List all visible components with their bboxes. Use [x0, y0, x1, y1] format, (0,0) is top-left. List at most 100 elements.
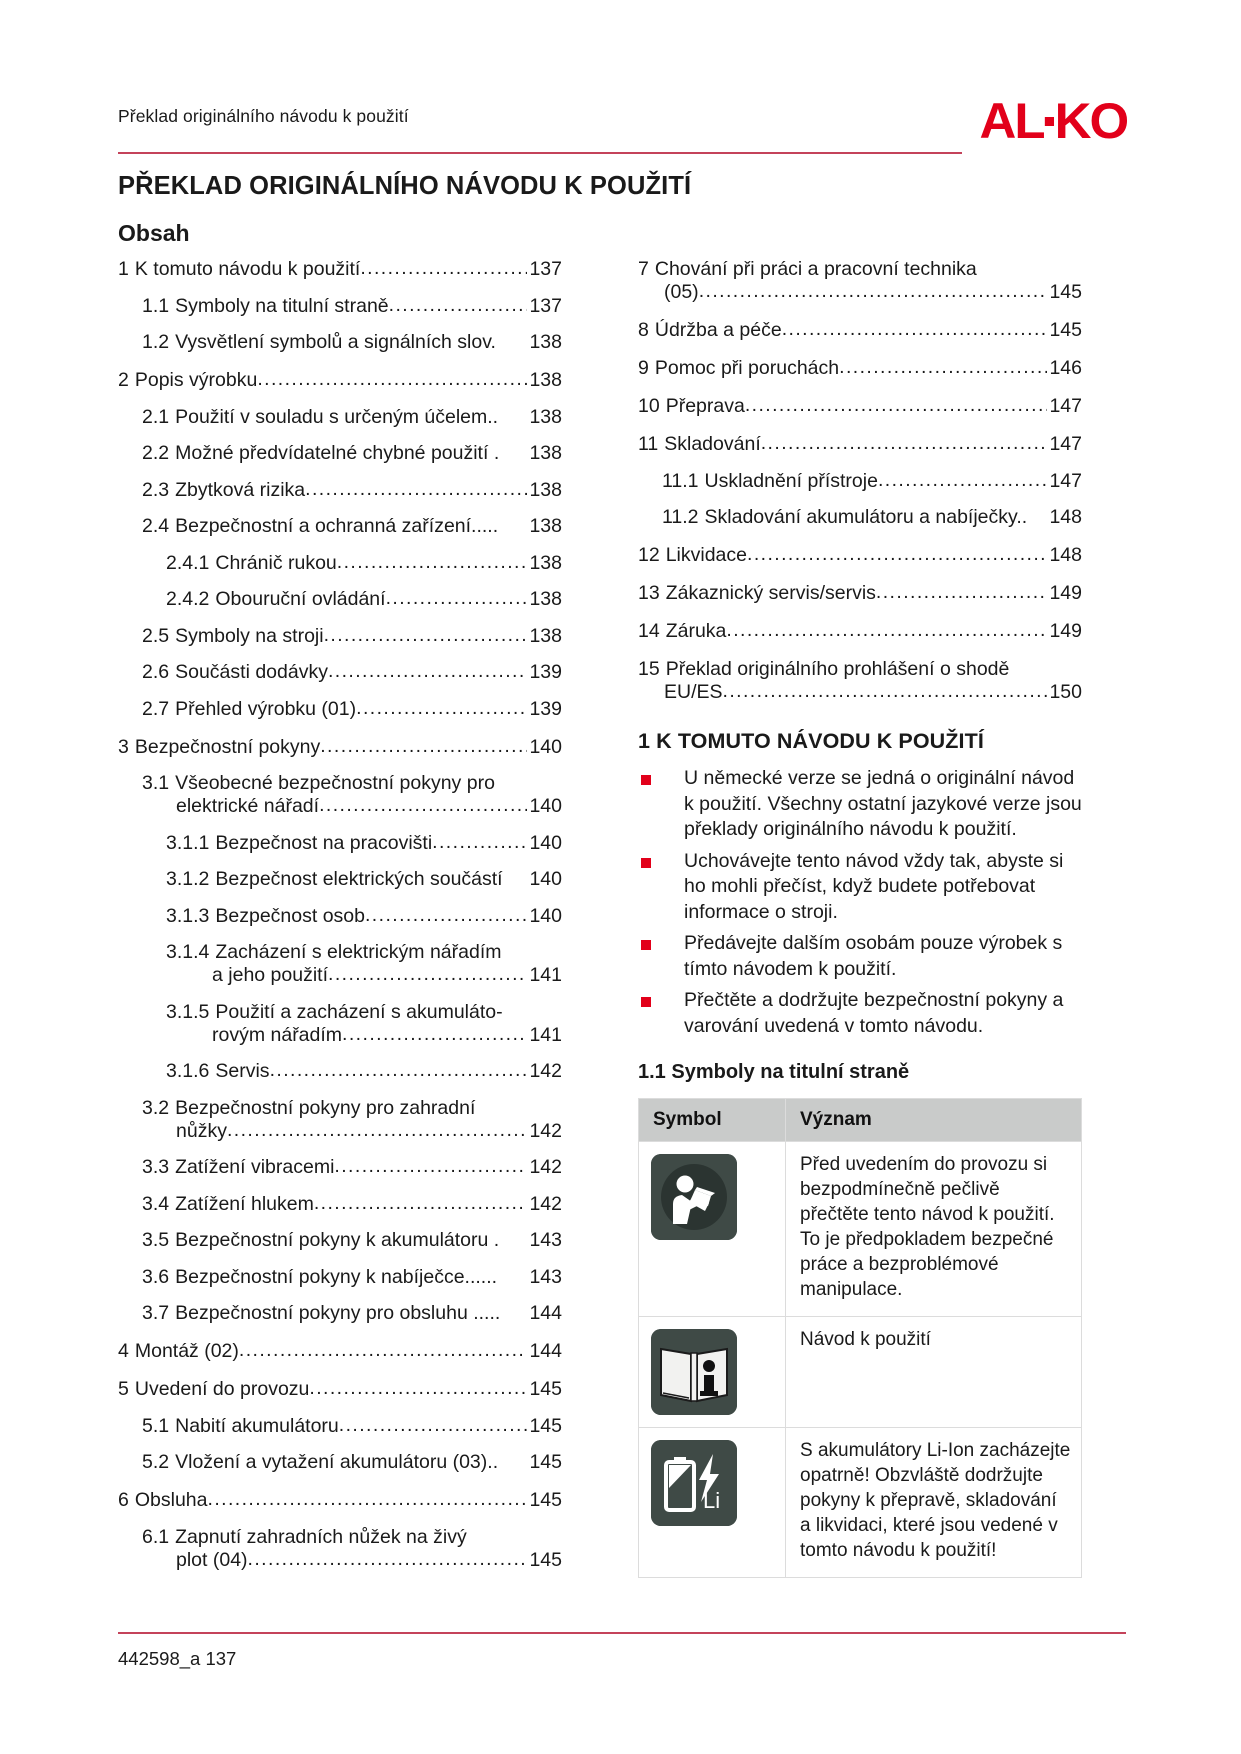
toc-entry-page: 140 [529, 735, 562, 758]
toc-entry-number: 5.1 [142, 1414, 170, 1437]
toc-entry-label: Překlad originálního prohlášení o shodě [665, 658, 1010, 680]
toc-entry-number: 3 [118, 735, 129, 758]
toc-entry-label: Skladování [664, 433, 761, 455]
toc-entry[interactable]: 6.1 Zapnutí zahradních nůžek na živý plot … [118, 1526, 562, 1571]
toc-leader-dots [726, 619, 1047, 641]
toc-entry[interactable]: 2.2 Možné předvídatelné chybné použití . 1… [118, 442, 562, 464]
toc-leader-dots [365, 904, 527, 926]
toc-entry-number: 3.6 [142, 1265, 170, 1288]
toc-entry-page: 138 [529, 369, 562, 391]
toc-column-left: 1K tomuto návodu k použití137 1.1Symboly … [118, 258, 562, 1585]
toc-leader-dots [320, 735, 527, 757]
toc-entry-label: Záruka [665, 620, 727, 642]
toc-entry-label-cont: (05) [664, 281, 699, 303]
toc-entry-label: Použití v souladu s určeným účelem.. [175, 405, 499, 428]
toc-entry[interactable]: 3.6 Bezpečnostní pokyny k nabíječce......… [118, 1266, 562, 1288]
toc-entry-page: 138 [529, 588, 562, 610]
toc-entry-number: 9 [638, 357, 649, 379]
toc-entry-number: 3.5 [142, 1229, 170, 1251]
footer-page-info: 442598_a 137 [118, 1648, 237, 1669]
toc-entry-page: 146 [1049, 357, 1082, 379]
bullet-text: Předávejte dalším osobám pouze výrobek s… [684, 932, 1063, 980]
toc-entry[interactable]: 5.2 Vložení a vytažení akumulátoru (03)..… [118, 1451, 562, 1473]
toc-leader-dots [699, 280, 1048, 302]
toc-entry[interactable]: 2.1 Použití v souladu s určeným účelem.. 1… [118, 406, 562, 428]
toc-entry[interactable]: 2.4 Bezpečnostní a ochranná zařízení.....… [118, 515, 562, 537]
toc-entry-label: Přehled výrobku (01) [175, 697, 357, 720]
toc-entry-page: 142 [529, 1192, 562, 1215]
toc-leader-dots [239, 1339, 528, 1361]
li-ion-battery-caution-icon: Li [651, 1440, 737, 1526]
toc-entry[interactable]: 3.1.5 Použití a zacházení s akumuláto-rov… [118, 1001, 562, 1046]
toc-entry[interactable]: 3.1.4 Zacházení s elektrickým nářadím a je… [118, 941, 562, 986]
toc-entry[interactable]: 3.1 Všeobecné bezpečnostní pokyny pro elek… [118, 772, 562, 817]
toc-entry-page: 147 [1049, 469, 1082, 492]
toc-entry[interactable]: 1K tomuto návodu k použití 137 [118, 258, 562, 280]
symbol-cell: Li [638, 1427, 786, 1578]
toc-entry[interactable]: 3.7 Bezpečnostní pokyny pro obsluhu .....… [118, 1302, 562, 1324]
toc-entry-number: 2.1 [142, 405, 170, 428]
toc-entry-label-cont: plot (04) [176, 1548, 248, 1571]
toc-entry-label: Bezpečnostní pokyny k akumulátoru . [175, 1229, 500, 1251]
toc-entry-label: Likvidace [665, 544, 747, 566]
toc-entry-label: Přeprava [665, 395, 745, 417]
toc-entry-page: 139 [529, 661, 562, 683]
toc-leader-dots [208, 1488, 528, 1510]
bullet-item: U německé verze se jedná o originální ná… [638, 766, 1082, 843]
toc-entry-label: Symboly na stroji [175, 624, 324, 647]
toc-leader-dots [356, 697, 527, 719]
bullet-item: Uchovávejte tento návod vždy tak, abyste… [638, 849, 1082, 926]
toc-entry-number: 2.4.2 [166, 588, 210, 610]
toc-entry[interactable]: 3.5 Bezpečnostní pokyny k akumulátoru . 14… [118, 1229, 562, 1251]
toc-entry[interactable]: 15 Překlad originálního prohlášení o shod… [638, 658, 1082, 703]
toc-entry-label: Vysvětlení symbolů a signálních slov. [175, 331, 496, 353]
toc-entry[interactable]: 3.1.2 Bezpečnost elektrických součástí 140 [118, 868, 562, 890]
symbols-table: Symbol Význam Před uvedením do provozu s… [638, 1098, 1082, 1578]
toc-leader-dots [342, 1023, 527, 1045]
toc-leader-dots [745, 394, 1048, 416]
toc-entry-label: Chránič rukou [215, 551, 337, 574]
toc-entry[interactable]: 1.2 Vysvětlení symbolů a signálních slov.… [118, 331, 562, 353]
toc-entry-page: 140 [529, 868, 562, 890]
bullet-square-icon [641, 997, 651, 1007]
toc-entry[interactable]: 11.2 Skladování akumulátoru a nabíječky..… [638, 506, 1082, 528]
toc-leader-dots [761, 432, 1048, 454]
toc-entry-label: Bezpečnostní pokyny pro obsluhu ..... [175, 1302, 501, 1324]
toc-entry-page: 145 [529, 1489, 562, 1511]
toc-entry-label: Údržba a péče [654, 319, 782, 341]
toc-entry[interactable]: 3.2 Bezpečnostní pokyny pro zahradní nůžky… [118, 1097, 562, 1142]
toc-entry-number: 1.2 [142, 331, 170, 353]
section-heading-1: 1 K TOMUTO NÁVODU K POUŽITÍ [638, 729, 984, 753]
toc-entry-page: 148 [1049, 544, 1082, 566]
toc-entry-number: 3.4 [142, 1192, 170, 1215]
toc-entry[interactable]: 7 Chování při práci a pracovní technika (0… [638, 258, 1082, 303]
toc-entry-number: 10 [638, 395, 660, 417]
